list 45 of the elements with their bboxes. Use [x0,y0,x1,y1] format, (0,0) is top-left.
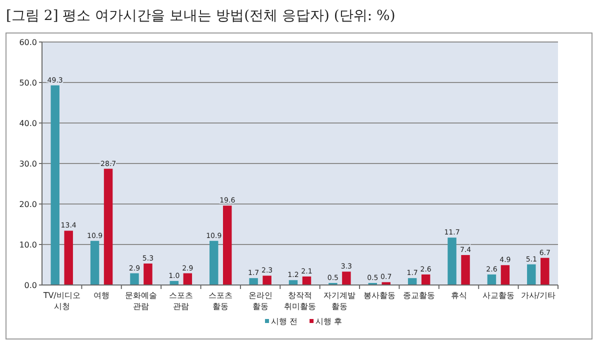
x-tick-label: 창작적 취미활동 [284,291,316,311]
x-tick-label: 사교활동 [482,291,514,300]
x-tick-label: 자기계발 활동 [324,291,356,311]
x-tick-label: 문화예술 관람 [125,291,158,311]
bar [222,206,232,285]
x-tick-label: 온라인 활동 [248,291,272,311]
bar [408,278,417,285]
x-tick-label: TV/비디오 시청 [42,291,80,311]
bar [130,273,139,285]
bar [461,255,470,285]
bar [90,240,100,285]
bar [64,230,73,285]
x-tick-label: 가사/기타 [520,291,556,300]
x-tick-label: 여행 [94,291,110,300]
bar [527,264,536,285]
chart-title: [그림 2] 평소 여가시간을 보내는 방법(전체 응답자) (단위: %) [6,8,396,24]
y-tick-label: 0.0 [24,281,37,290]
legend-label: 시행 전 [271,317,298,326]
x-tick-label: 봉사활동 [363,291,396,300]
x-tick-label: 스포츠 활동 [208,291,233,311]
bar [144,264,152,285]
legend-label: 시행 후 [316,317,342,326]
y-tick-label: 60.0 [19,38,37,47]
x-tick-label: 휴식 [450,291,467,300]
bar [183,273,192,285]
x-tick-label: 종교활동 [403,291,436,300]
y-tick-label: 10.0 [19,240,37,250]
bar [487,274,496,285]
bar [448,238,456,285]
bar [302,276,312,285]
bar [50,85,60,285]
y-tick-label: 50.0 [19,78,37,88]
y-tick-label: 40.0 [19,119,37,128]
bar [540,258,550,285]
x-tick-label: 스포츠 관람 [168,291,193,311]
bar [342,272,351,285]
bar [421,274,430,285]
y-tick-label: 30.0 [19,160,37,168]
bar [210,240,218,285]
y-tick-label: 20.0 [19,200,37,209]
bar [500,265,510,285]
bar [104,168,113,285]
bar [262,276,272,285]
bar [249,278,258,285]
bar [288,280,298,285]
